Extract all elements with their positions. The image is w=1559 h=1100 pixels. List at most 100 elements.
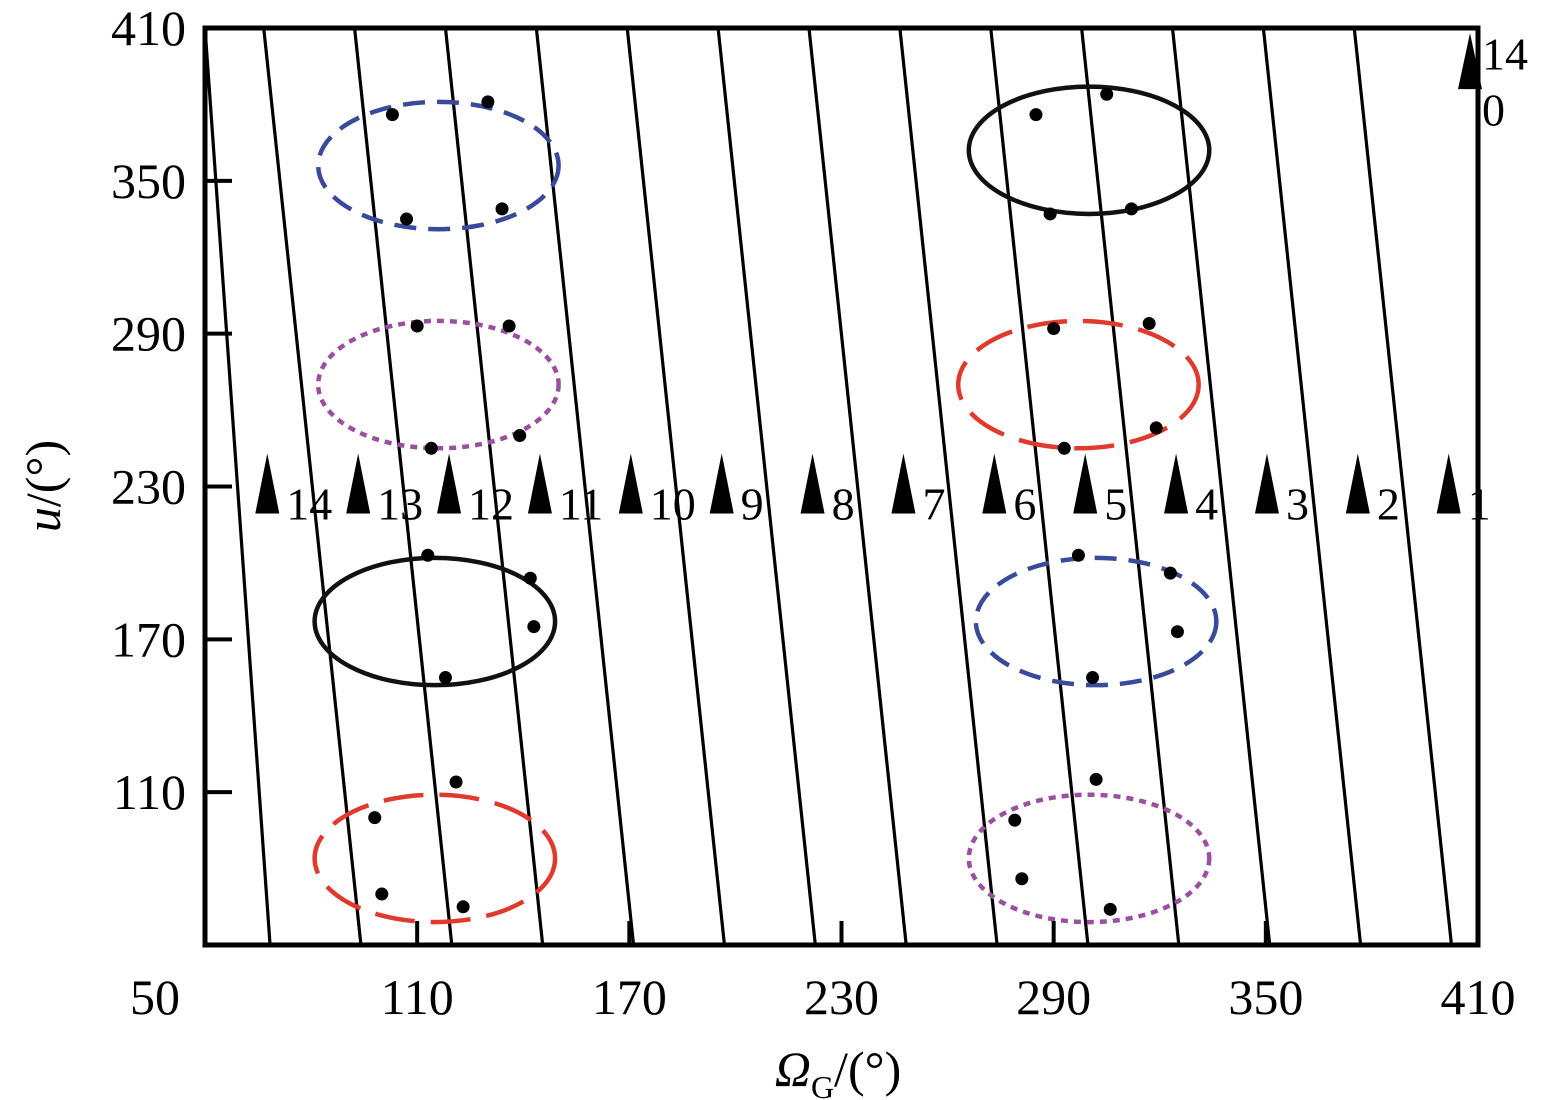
orbit-line-9 [625,28,727,945]
intersection-point [1029,108,1043,122]
orbit-label-11: 11 [559,479,603,530]
orbit-line-4 [1080,28,1181,945]
intersection-point [495,202,509,216]
ellipse-3 [312,555,558,688]
arrow-14 [255,453,280,514]
orbit-line-13 [262,28,363,945]
orbit-line-1 [1352,28,1454,945]
intersection-point [438,671,452,685]
intersection-point [1100,87,1114,101]
arrow-13 [346,453,371,514]
y-axis-unit: /(°) [15,440,71,507]
intersection-point [424,441,438,455]
y-axis-symbol: u [15,507,71,532]
ellipse-2 [315,318,561,451]
intersection-point [410,319,424,333]
arrow-3 [1254,453,1279,514]
intersection-point [1163,566,1177,580]
ellipse-7 [973,555,1219,688]
x-axis-unit: /(°) [834,1041,901,1097]
y-tick-label: 110 [113,764,186,820]
arrow-9 [709,453,734,514]
orbit-line-5 [989,28,1090,945]
edge-label: 0 [1482,85,1505,136]
intersection-point [1170,625,1184,639]
arrow-7 [891,453,916,514]
x-axis-symbol: Ω [775,1041,811,1097]
orbit-label-9: 9 [741,479,764,530]
arrow-4 [1164,453,1189,514]
intersection-point [1086,671,1100,685]
arrow-11 [527,453,552,514]
x-tick-label: 290 [1016,969,1091,1025]
orbit-line-10 [534,28,636,945]
orbit-line-7 [807,28,908,945]
axis-ticks [205,178,1268,945]
arrow-2 [1345,453,1370,514]
x-tick-label: 350 [1228,969,1303,1025]
intersection-point [1142,316,1156,330]
y-tick-label: 290 [111,306,186,362]
y-tick-label: 410 [111,0,186,56]
intersection-point [1124,202,1138,216]
x-axis-subscript: G [811,1069,834,1100]
orbit-label-10: 10 [650,479,696,530]
intersection-point [375,887,389,901]
orbit-label-8: 8 [832,479,855,530]
y-tick-label: 170 [111,611,186,667]
intersection-point [1089,772,1103,786]
edge-label: 14 [1482,28,1528,79]
ellipse-5 [966,84,1212,217]
intersection-point [421,548,435,562]
orbit-line-11 [443,28,545,945]
ellipse-group [312,84,1219,925]
x-tick-label: 410 [1441,969,1516,1025]
x-tick-label: 170 [592,969,667,1025]
intersection-point [527,620,541,634]
intersection-point [1071,548,1085,562]
intersection-point [400,212,414,226]
intersection-point [513,429,527,443]
orbit-line-6 [898,28,999,945]
ellipse-6 [955,318,1201,451]
orbit-line-3 [1170,28,1272,945]
orbit-label-5: 5 [1104,479,1127,530]
orbit-label-6: 6 [1013,479,1036,530]
y-tick-label: 230 [111,459,186,515]
orbit-label-7: 7 [922,479,945,530]
orbit-label-12: 12 [468,479,514,530]
orbit-label-13: 13 [377,479,423,530]
x-tick-label: 230 [804,969,879,1025]
intersection-point [1043,207,1057,221]
intersection-point [1149,421,1163,435]
x-tick-label: 50 [130,969,180,1025]
intersection-point [368,811,382,825]
orbit-label-14: 14 [286,479,332,530]
orbit-label-3: 3 [1286,479,1309,530]
intersection-point [449,775,463,789]
orbit-line-8 [716,28,817,945]
arrow-6 [982,453,1007,514]
intersection-point [1015,872,1029,886]
intersection-point [481,95,495,109]
orbit-line-12 [352,28,454,945]
x-axis-title: ΩG/(°) [775,1041,901,1100]
direction-arrows [255,33,1482,514]
intersection-point [1047,322,1061,336]
orbit-line-2 [1261,28,1363,945]
intersection-point [456,900,470,914]
arrow-12 [437,453,462,514]
arrow-5 [1073,453,1098,514]
intersection-point [523,571,537,585]
arrow-1 [1436,453,1461,514]
ellipse-1 [315,99,561,232]
intersection-point [1057,441,1071,455]
y-tick-label: 350 [111,153,186,209]
ellipse-4 [312,792,558,925]
arrow-10 [618,453,643,514]
x-tick-label: 110 [381,969,454,1025]
orbit-label-2: 2 [1377,479,1400,530]
